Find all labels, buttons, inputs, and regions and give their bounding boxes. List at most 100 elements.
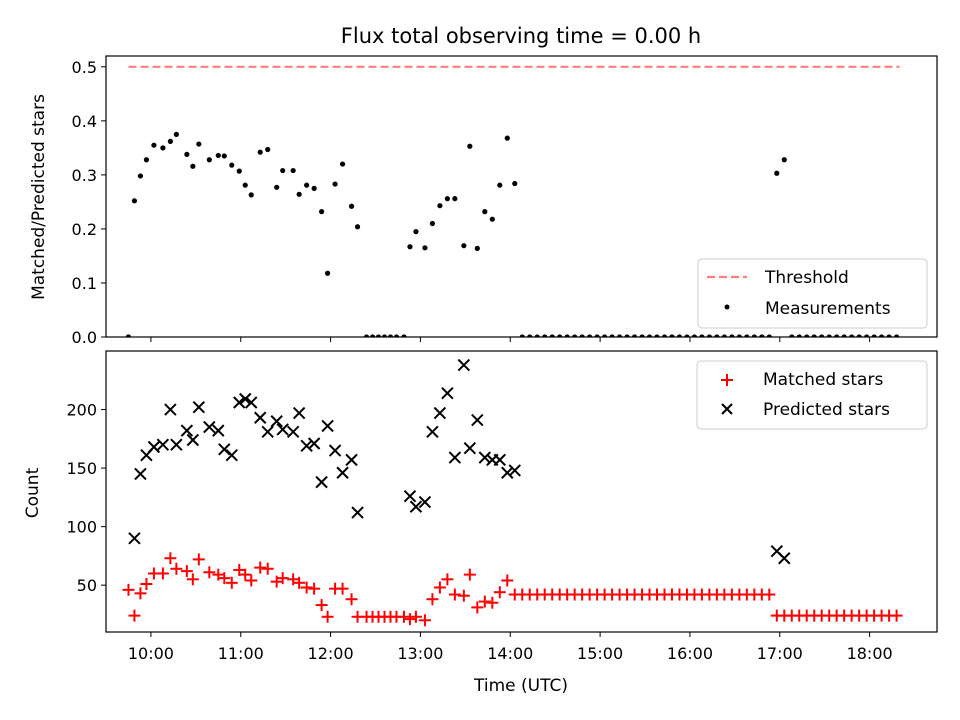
measurement-point-5 (160, 145, 166, 151)
measurement-point-0 (125, 334, 132, 337)
measurement-point-63 (587, 334, 593, 337)
predicted-point-b-11 (212, 424, 225, 437)
predicted-point-b-21 (286, 425, 300, 438)
predicted-point-5 (164, 403, 177, 416)
matched-point-41 (418, 614, 431, 627)
matched-point-27 (321, 610, 334, 623)
predicted-point-b-35 (433, 406, 447, 420)
predicted-point-44 (501, 466, 514, 479)
measurement-point-55 (527, 334, 533, 337)
matched-point-10 (192, 553, 205, 566)
matched-point-8 (180, 565, 193, 578)
matched-point-40 (409, 610, 422, 623)
predicted-point-b-18 (261, 425, 274, 438)
predicted-point-40 (471, 413, 484, 427)
measurement-point-35 (381, 334, 388, 337)
measurement-point-70 (639, 334, 645, 337)
matched-point-2 (134, 587, 147, 600)
measurement-point-62 (579, 334, 585, 337)
matched-point-51 (493, 586, 506, 599)
bottom-plot-frame (105, 350, 938, 633)
measurement-point-12 (215, 152, 221, 159)
x-tick-label-0: 10:00 (128, 644, 174, 663)
bottom-legend: Matched stars Predicted stars (696, 360, 928, 430)
measurement-point-23 (296, 191, 302, 197)
predicted-point-b-14 (233, 396, 246, 409)
ratio-data-layer (125, 65, 900, 337)
top-y-tick-label-4: 0.4 (72, 112, 97, 131)
measurement-point-51 (497, 182, 503, 188)
predicted-point-45 (508, 464, 521, 477)
predicted-point-7 (180, 424, 194, 437)
predicted-point-38 (457, 358, 471, 372)
measurement-point-90 (789, 334, 795, 337)
top-y-tick-label-2: 0.2 (72, 220, 97, 239)
predicted-point-b-31 (403, 489, 417, 503)
x-tick-label-6: 16:00 (667, 644, 713, 663)
matched-point-9 (186, 573, 199, 586)
count-plot: 50 100 150 200 10:00 11:00 12:00 13:00 14:00 15:0… (66, 350, 938, 663)
top-y-tick-label-0: 0.0 (72, 328, 97, 347)
measurement-point-82 (729, 334, 735, 337)
measurement-point-30 (348, 203, 355, 209)
predicted-point-b-44 (501, 466, 514, 479)
matched-point-6 (164, 552, 177, 565)
matched-point-39 (403, 613, 416, 626)
predicted-point-b-27 (328, 444, 342, 457)
x-tick-label-3: 13:00 (397, 644, 443, 663)
predicted-point-25 (315, 475, 328, 489)
predicted-point-30 (351, 506, 364, 519)
predicted-point-12 (218, 443, 231, 456)
measurement-point-37 (393, 334, 400, 337)
measurement-point-77 (691, 334, 698, 337)
measurement-point-48 (474, 245, 480, 251)
measurement-point-26 (319, 209, 325, 215)
predicted-point-31 (403, 489, 417, 503)
measurement-point-39 (407, 244, 413, 250)
bottom-y-tick-label-1: 100 (66, 518, 97, 537)
measurement-point-17 (248, 192, 254, 198)
measurement-point-97 (841, 334, 847, 337)
measurement-point-58 (549, 334, 555, 337)
x-tick-label-1: 11:00 (218, 644, 264, 663)
predicted-point-0 (128, 532, 141, 545)
matched-point-3 (140, 577, 153, 590)
measurement-point-79 (706, 334, 713, 337)
measurement-point-40 (413, 229, 419, 235)
measurement-point-42 (429, 220, 436, 227)
measurement-point-34 (375, 334, 382, 337)
measurement-point-75 (676, 334, 683, 337)
top-legend-box (697, 258, 928, 329)
bottom-y-tick-label-3: 200 (66, 401, 97, 420)
measurement-point-10 (196, 141, 202, 147)
measurement-point-104 (893, 334, 900, 337)
matched-point-17 (245, 574, 258, 587)
matched-point-21 (276, 572, 289, 585)
measurement-point-15 (236, 168, 242, 174)
predicted-point-b-15 (239, 392, 252, 406)
predicted-point-b-46 (770, 545, 783, 558)
predicted-point-b-36 (441, 386, 454, 400)
measurement-point-11 (206, 157, 212, 163)
measurement-point-21 (280, 167, 286, 174)
measurement-point-99 (856, 334, 862, 337)
matched-point-1 (128, 609, 141, 622)
measurement-point-13 (221, 153, 227, 159)
bottom-legend-box (696, 360, 928, 430)
measurement-point-65 (602, 334, 608, 337)
predicted-point-b-4 (156, 438, 170, 451)
measurement-point-96 (834, 334, 840, 337)
measurement-point-102 (879, 334, 885, 337)
measurement-point-56 (534, 334, 540, 337)
predicted-point-b-41 (478, 451, 492, 464)
measurement-point-81 (721, 334, 727, 337)
predicted-point-24 (307, 437, 321, 450)
matched-legend-swatch (721, 374, 733, 386)
predicted-point-47 (778, 552, 791, 565)
matched-point-23 (293, 576, 306, 589)
predicted-point-b-16 (245, 396, 258, 409)
measurement-point-84 (744, 334, 750, 337)
matched-point-87 (763, 588, 776, 601)
measurement-point-100 (864, 334, 870, 337)
measurement-point-20 (274, 184, 280, 190)
